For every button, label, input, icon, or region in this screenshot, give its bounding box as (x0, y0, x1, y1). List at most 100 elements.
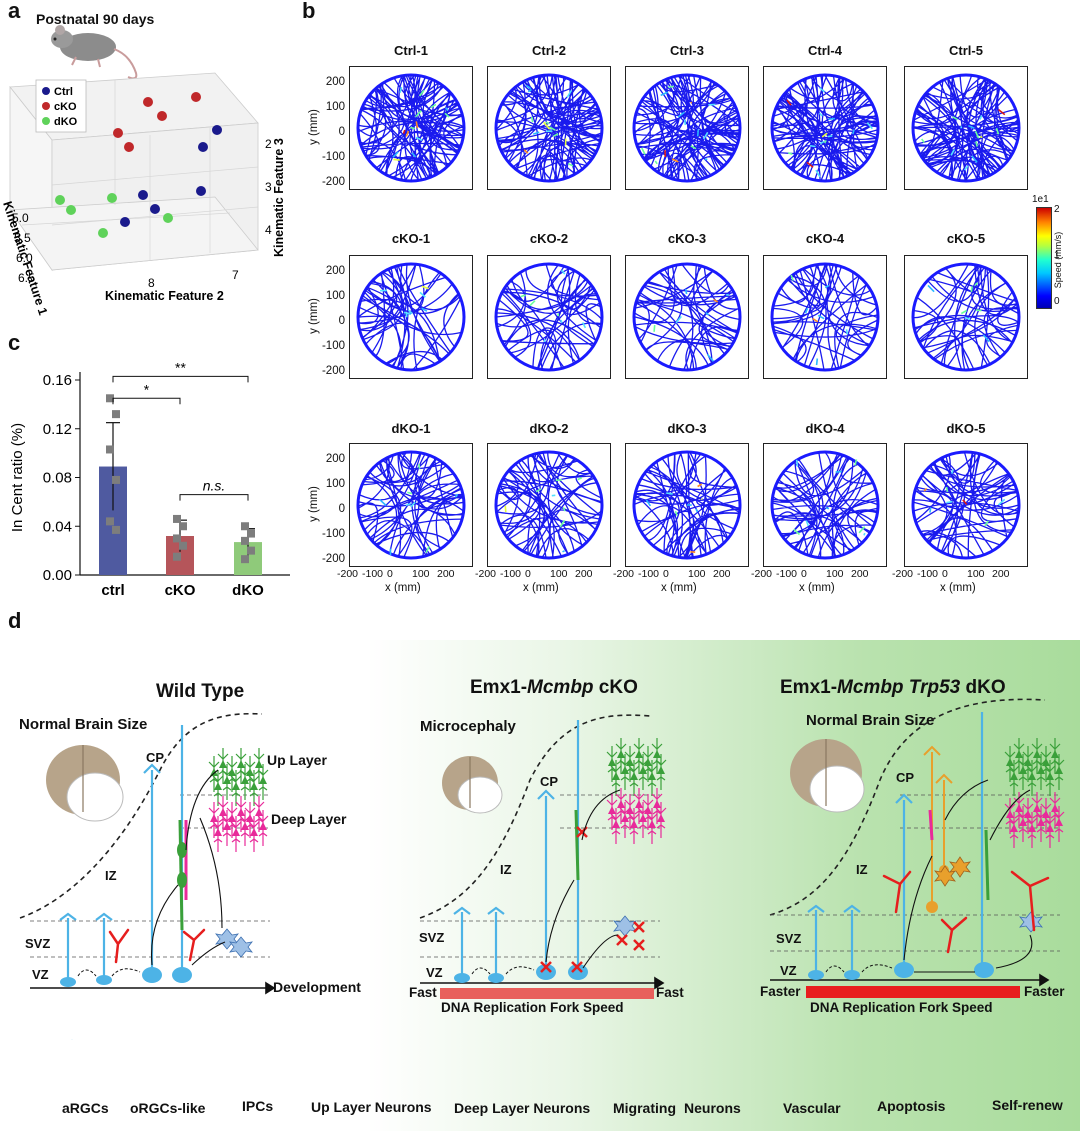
zone-svz: SVZ (419, 930, 445, 945)
y-tick: 100 (325, 101, 345, 113)
brain-icon (790, 739, 865, 813)
data-point (173, 534, 181, 543)
y-tick: 200 (325, 453, 345, 465)
wild-type-title: Wild Type (156, 681, 245, 702)
y-tick-label: 0.16 (43, 372, 72, 389)
x-tick: -200 (337, 568, 359, 580)
svg-text:2: 2 (265, 137, 272, 151)
fork-label-cko: DNA Replication Fork Speed (441, 1000, 624, 1015)
legend-up-neurons: Up Layer Neurons (311, 1099, 432, 1115)
x-tick: -200 (751, 568, 773, 580)
trajectory-plot (625, 443, 749, 567)
zone-cp: CP (540, 774, 559, 789)
trajectory-plot (625, 255, 749, 379)
trajectory-plot (487, 255, 611, 379)
significance-label: ** (175, 359, 186, 375)
svg-text:5.5: 5.5 (14, 231, 31, 245)
zone-iz: IZ (500, 862, 512, 877)
svg-text:5.0: 5.0 (12, 211, 29, 225)
fork-left-cko: Fast (409, 985, 437, 1000)
data-point (106, 394, 114, 403)
x-tick: 0 (942, 568, 948, 580)
y-tick: -200 (321, 365, 345, 377)
wt-subtitle: Normal Brain Size (19, 716, 148, 733)
x-tick: 0 (801, 568, 807, 580)
x-tick: -100 (917, 568, 939, 580)
up-layer-label: Up Layer (267, 752, 327, 768)
zone-vz: VZ (780, 963, 797, 978)
x-axis-label: x (mm) (661, 582, 697, 594)
panel-c-bar-chart: 0.16 0.12 0.08 0.04 0.00 In Cent ratio (%) ct… (9, 359, 290, 599)
colorbar-tick: 1 (1054, 250, 1060, 261)
trajectory-plot (625, 66, 749, 190)
trajectory-title: Ctrl-4 (808, 43, 842, 58)
zone-cp: CP (146, 750, 165, 765)
y-tick: -100 (321, 340, 345, 352)
trajectory-title: dKO-2 (529, 421, 569, 436)
fork-label-dko: DNA Replication Fork Speed (810, 1000, 993, 1015)
x-tick: 200 (437, 568, 455, 580)
legend-dko: dKO (54, 116, 78, 128)
svg-text:6.0: 6.0 (16, 251, 33, 265)
zone-vz: VZ (32, 967, 49, 982)
trajectory-plot (904, 255, 1028, 379)
significance-label: * (144, 381, 150, 397)
trajectory-title: Ctrl-5 (949, 43, 983, 58)
data-point (241, 522, 249, 531)
x-axis-label: x (mm) (940, 582, 976, 594)
zone-vz: VZ (426, 965, 443, 980)
dko-title: Emx1-Mcmbp Trp53 dKO (780, 677, 1006, 698)
x-tick: 100 (826, 568, 844, 580)
significance-bracket (112, 397, 181, 405)
data-point (112, 410, 120, 419)
x-tick: -100 (638, 568, 660, 580)
x-tick: 200 (992, 568, 1010, 580)
fork-left-dko: Faster (760, 984, 801, 999)
legend-orgcs: oRGCs-like (130, 1100, 206, 1116)
speed-colorbar (1036, 207, 1052, 309)
trajectory-title: cKO-5 (946, 231, 986, 246)
data-point (173, 552, 181, 561)
data-point (241, 536, 249, 545)
trajectory-title: dKO-5 (946, 421, 986, 436)
zone-svz: SVZ (25, 936, 51, 951)
panel-b-letter: b (302, 0, 316, 23)
development-label: Development (273, 979, 361, 995)
trajectory-title: dKO-1 (391, 421, 431, 436)
brain-icon (46, 745, 124, 822)
legend-argcs: aRGCs (62, 1100, 109, 1116)
trajectory-plot (763, 66, 887, 190)
data-point (247, 529, 255, 538)
y-tick-label: 0.08 (43, 470, 72, 487)
x-tick: 0 (525, 568, 531, 580)
y-tick: -100 (321, 151, 345, 163)
data-point (112, 525, 120, 534)
cko-title: Emx1-Mcmbp cKO (470, 677, 638, 698)
legend-ctrl: Ctrl (54, 86, 73, 98)
trajectory-plot (904, 443, 1028, 567)
x-tick: -200 (892, 568, 914, 580)
y-tick-label: 0.04 (43, 518, 72, 535)
trajectory-plot (487, 443, 611, 567)
significance-bracket (179, 494, 249, 501)
fork-right-dko: Faster (1024, 984, 1065, 999)
legend-apoptosis: Apoptosis (877, 1098, 946, 1114)
trajectory-title: cKO-4 (805, 231, 845, 246)
trajectory-plot (349, 443, 473, 567)
x-tick: -100 (362, 568, 384, 580)
trajectory-title: Ctrl-1 (394, 43, 428, 58)
y-axis-label: y (mm) (308, 109, 320, 145)
x-category-label: dKO (232, 582, 264, 599)
x-tick: -200 (613, 568, 635, 580)
x-axis-label: x (mm) (523, 582, 559, 594)
axis2-label: Kinematic Feature 2 (105, 289, 224, 303)
x-tick: 0 (387, 568, 393, 580)
trajectory-title: dKO-3 (667, 421, 707, 436)
y-tick: -200 (321, 176, 345, 188)
deep-layer-label: Deep Layer (271, 811, 347, 827)
panel-c-letter: c (8, 330, 21, 355)
trajectory-plot (763, 443, 887, 567)
svg-text:4: 4 (265, 223, 272, 237)
data-point (106, 445, 114, 454)
trajectory-title: Ctrl-3 (670, 43, 704, 58)
